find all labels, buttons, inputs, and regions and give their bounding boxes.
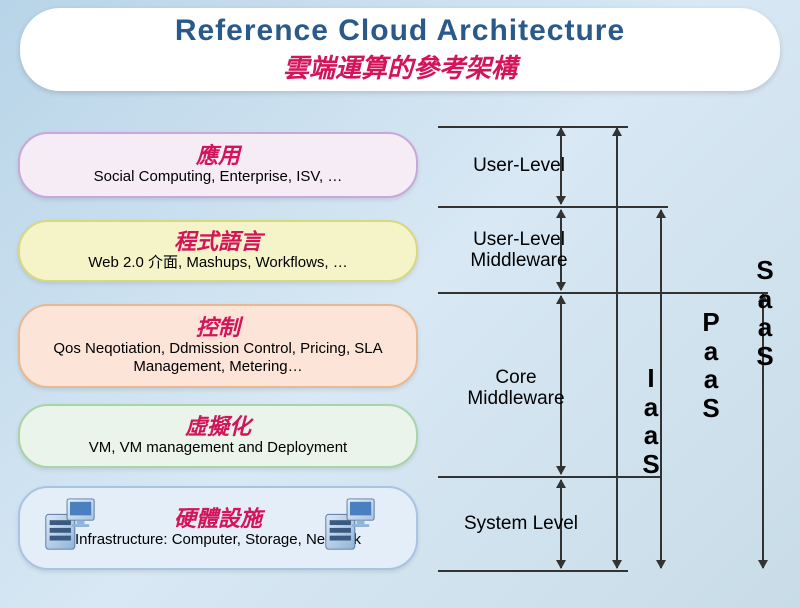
span-label-0: User-Level bbox=[464, 156, 574, 177]
layer-1: 程式語言Web 2.0 介面, Mashups, Workflows, … bbox=[18, 220, 418, 282]
span-label-1: User-LevelMiddleware bbox=[464, 230, 574, 272]
service-label-1: PaaS bbox=[700, 308, 722, 422]
hrule-2 bbox=[438, 292, 768, 294]
layer-title-2: 控制 bbox=[32, 316, 404, 340]
layer-desc-1: Web 2.0 介面, Mashups, Workflows, … bbox=[32, 254, 404, 272]
span-arrow-4 bbox=[616, 128, 618, 568]
layer-desc-0: Social Computing, Enterprise, ISV, … bbox=[32, 168, 404, 186]
layer-3: 虛擬化VM, VM management and Deployment bbox=[18, 404, 418, 468]
hrule-3 bbox=[438, 476, 660, 478]
service-label-0: IaaS bbox=[640, 364, 662, 478]
layer-title-0: 應用 bbox=[32, 144, 404, 168]
span-label-2: CoreMiddleware bbox=[456, 368, 576, 410]
service-label-2: SaaS bbox=[754, 256, 776, 370]
layer-desc-3: VM, VM management and Deployment bbox=[32, 439, 404, 457]
server-icon-1 bbox=[320, 496, 378, 556]
server-icon-0 bbox=[40, 496, 98, 556]
span-label-3: System Level bbox=[456, 514, 586, 535]
diagram-content: 應用Social Computing, Enterprise, ISV, … 程式… bbox=[0, 116, 800, 608]
title-bar: Reference Cloud Architecture 雲端運算的參考架構 bbox=[20, 8, 780, 91]
title-sub: 雲端運算的參考架構 bbox=[40, 48, 760, 85]
layer-title-3: 虛擬化 bbox=[32, 415, 404, 439]
layer-title-1: 程式語言 bbox=[32, 230, 404, 254]
hrule-1 bbox=[438, 206, 668, 208]
hrule-0 bbox=[438, 126, 628, 128]
layer-0: 應用Social Computing, Enterprise, ISV, … bbox=[18, 132, 418, 198]
layer-2: 控制Qos Neqotiation, Ddmission Control, Pr… bbox=[18, 304, 418, 388]
layer-desc-2: Qos Neqotiation, Ddmission Control, Pric… bbox=[32, 340, 404, 376]
title-main: Reference Cloud Architecture bbox=[40, 14, 760, 48]
hrule-4 bbox=[438, 570, 628, 572]
